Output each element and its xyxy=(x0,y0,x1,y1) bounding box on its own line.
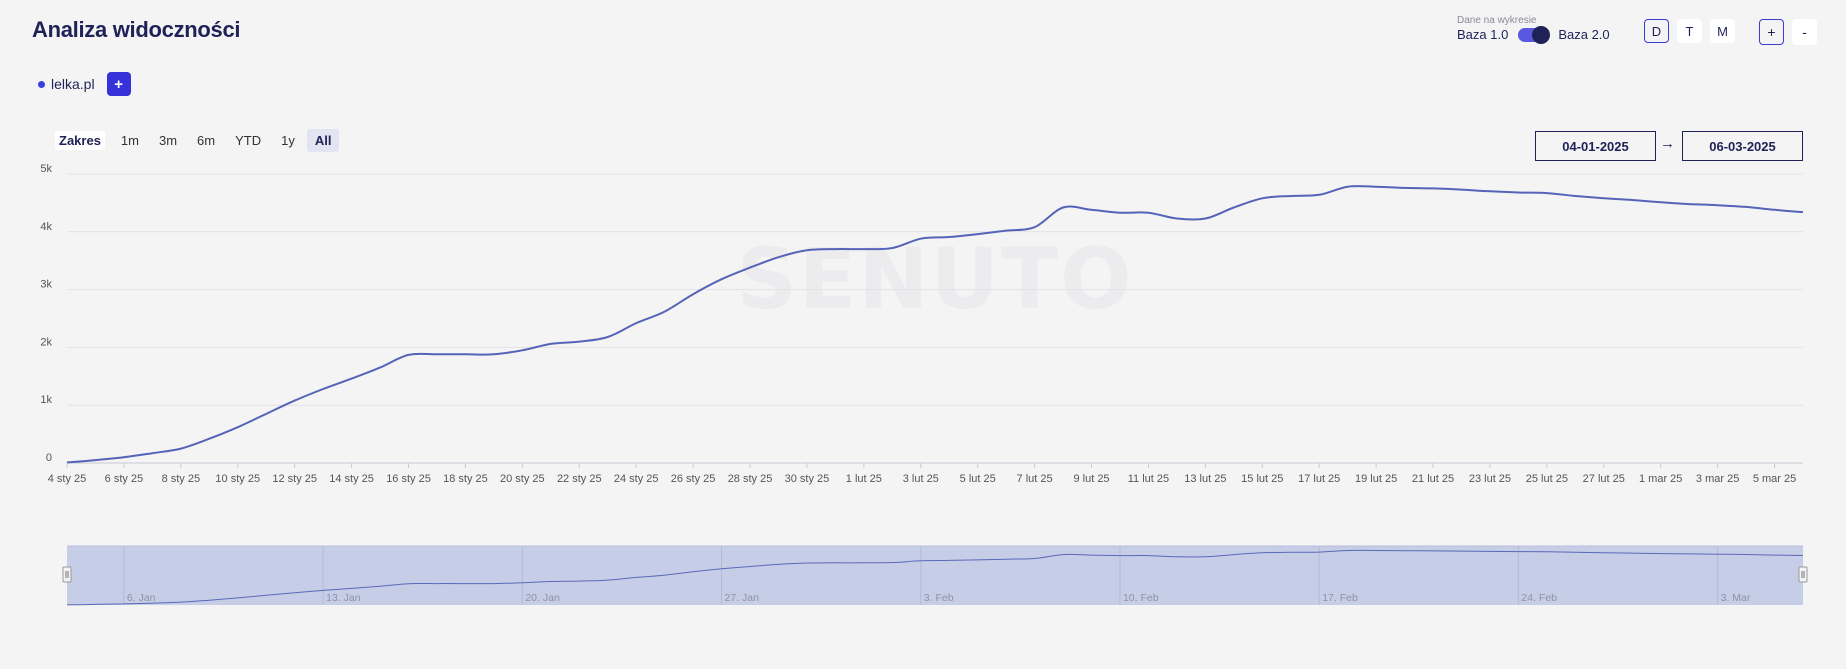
navigator-tick-label: 24. Feb xyxy=(1521,592,1557,604)
x-tick-label: 21 lut 25 xyxy=(1412,473,1454,485)
period-button-day[interactable]: D xyxy=(1644,19,1669,43)
x-tick-label: 11 lut 25 xyxy=(1128,473,1169,485)
series-legend: lelka.pl + xyxy=(38,72,131,96)
range-button-1m[interactable]: 1m xyxy=(120,133,139,148)
y-tick-label: 4k xyxy=(40,221,52,233)
x-tick-label: 25 lut 25 xyxy=(1526,473,1568,485)
range-button-6m[interactable]: 6m xyxy=(197,133,216,148)
x-tick-label: 5 lut 25 xyxy=(960,473,996,485)
toggle-knob xyxy=(1532,25,1551,44)
x-tick-label: 28 sty 25 xyxy=(728,473,773,485)
data-source-switch: Baza 1.0 Baza 2.0 xyxy=(1457,25,1610,44)
navigator-tick-label: 6. Jan xyxy=(127,592,156,604)
y-tick-label: 2k xyxy=(40,336,52,348)
date-to-input[interactable]: 06-03-2025 xyxy=(1682,131,1803,161)
y-tick-label: 5k xyxy=(40,163,52,175)
range-selector: Zakres 1m 3m 6m YTD 1y All xyxy=(55,129,340,152)
range-selector-label: Zakres xyxy=(55,131,105,150)
series-domain-label[interactable]: lelka.pl xyxy=(51,76,95,92)
x-tick-label: 13 lut 25 xyxy=(1184,473,1226,485)
navigator-handle-left[interactable] xyxy=(62,566,72,583)
navigator-series-line xyxy=(66,549,1804,606)
navigator-tick-label: 17. Feb xyxy=(1322,592,1358,604)
navigator-tick-label: 10. Feb xyxy=(1123,592,1159,604)
range-button-1y[interactable]: 1y xyxy=(281,133,295,148)
zoom-buttons: + - xyxy=(1759,19,1817,45)
series-line xyxy=(66,185,1804,464)
x-tick-label: 1 mar 25 xyxy=(1639,473,1682,485)
date-range-arrow-icon: → xyxy=(1660,135,1675,152)
data-source-caption: Dane na wykresie xyxy=(1457,15,1537,26)
watermark: SENUTO xyxy=(736,230,1133,328)
x-tick-label: 17 lut 25 xyxy=(1298,473,1340,485)
x-tick-label: 20 sty 25 xyxy=(500,473,545,485)
y-tick-label: 3k xyxy=(40,279,52,291)
x-tick-label: 3 lut 25 xyxy=(903,473,939,485)
x-tick-label: 1 lut 25 xyxy=(846,473,882,485)
x-tick-label: 16 sty 25 xyxy=(386,473,431,485)
x-tick-label: 10 sty 25 xyxy=(215,473,260,485)
page-title: Analiza widoczności xyxy=(32,17,241,42)
navigator-tick-label: 20. Jan xyxy=(525,592,560,604)
x-tick-label: 30 sty 25 xyxy=(785,473,830,485)
data-source-option-a[interactable]: Baza 1.0 xyxy=(1457,27,1509,42)
x-tick-label: 7 lut 25 xyxy=(1017,473,1053,485)
x-tick-label: 4 sty 25 xyxy=(48,473,87,485)
x-tick-label: 6 sty 25 xyxy=(105,473,144,485)
range-button-3m[interactable]: 3m xyxy=(158,133,178,148)
period-button-month[interactable]: M xyxy=(1710,19,1735,43)
range-button-ytd[interactable]: YTD xyxy=(235,133,262,148)
zoom-in-button[interactable]: + xyxy=(1759,19,1784,45)
x-tick-label: 27 lut 25 xyxy=(1583,473,1625,485)
navigator-tick-label: 27. Jan xyxy=(725,592,760,604)
x-tick-label: 26 sty 25 xyxy=(671,473,716,485)
zoom-out-button[interactable]: - xyxy=(1792,19,1817,45)
data-source-option-b[interactable]: Baza 2.0 xyxy=(1558,27,1610,42)
y-tick-label: 1k xyxy=(40,394,52,406)
x-tick-label: 24 sty 25 xyxy=(614,473,659,485)
series-color-dot xyxy=(38,80,45,88)
x-tick-label: 9 lut 25 xyxy=(1073,473,1109,485)
range-button-all[interactable]: All xyxy=(306,129,340,152)
navigator-tick-label: 3. Feb xyxy=(924,592,954,604)
period-button-week[interactable]: T xyxy=(1677,19,1702,43)
y-tick-label: 0 xyxy=(46,452,52,464)
x-tick-label: 19 lut 25 xyxy=(1355,473,1397,485)
navigator-tick-label: 13. Jan xyxy=(326,592,361,604)
data-source-toggle[interactable] xyxy=(1518,25,1551,44)
date-from-input[interactable]: 04-01-2025 xyxy=(1535,131,1656,161)
navigator-tick-label: 3. Mar xyxy=(1721,592,1751,604)
x-tick-label: 23 lut 25 xyxy=(1469,473,1511,485)
add-domain-button[interactable]: + xyxy=(106,72,131,96)
period-buttons: D T M xyxy=(1644,19,1735,43)
navigator-handle-right[interactable] xyxy=(1798,566,1808,583)
x-tick-label: 22 sty 25 xyxy=(557,473,602,485)
x-tick-label: 18 sty 25 xyxy=(443,473,488,485)
x-tick-label: 3 mar 25 xyxy=(1696,473,1739,485)
x-tick-label: 15 lut 25 xyxy=(1241,473,1283,485)
x-tick-label: 14 sty 25 xyxy=(329,473,374,485)
x-tick-label: 5 mar 25 xyxy=(1753,473,1796,485)
x-tick-label: 12 sty 25 xyxy=(272,473,317,485)
x-tick-label: 8 sty 25 xyxy=(162,473,201,485)
navigator-mask xyxy=(67,546,1803,605)
